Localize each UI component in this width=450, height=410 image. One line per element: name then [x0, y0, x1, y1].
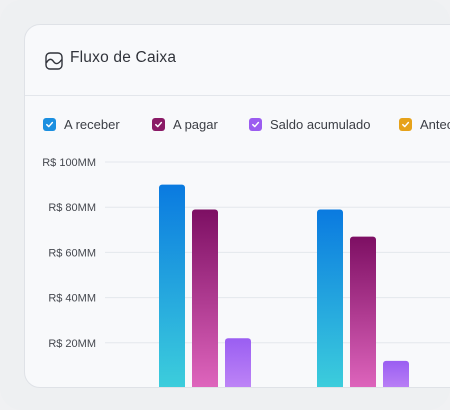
cash-flow-card: Fluxo de Caixa A receber A pagar Saldo a…: [24, 24, 450, 388]
legend-item-saldo-acumulado[interactable]: Saldo acumulado: [249, 114, 370, 134]
checkbox-checked-icon[interactable]: [249, 117, 262, 131]
legend-label: Antec: [420, 116, 450, 132]
bar-saldo-acumulado[interactable]: [383, 360, 409, 387]
y-tick-label: R$ 40MM: [48, 293, 96, 305]
bar-a-receber[interactable]: [317, 209, 343, 387]
legend-label: Saldo acumulado: [270, 116, 371, 132]
checkbox-checked-icon[interactable]: [152, 117, 165, 131]
checkbox-checked-icon[interactable]: [43, 117, 56, 131]
card-title: Fluxo de Caixa: [70, 49, 177, 66]
bar-a-pagar[interactable]: [192, 209, 218, 387]
card-header: Fluxo de Caixa: [25, 25, 450, 96]
bar-chart-svg: R$ 20MM R$ 40MM R$ 60MM R$ 80MM R$ 100MM: [42, 157, 450, 387]
legend-label: A receber: [64, 116, 120, 132]
y-tick-label: R$ 100MM: [42, 157, 96, 169]
legend-label: A pagar: [173, 116, 218, 132]
y-tick-label: R$ 20MM: [48, 338, 96, 350]
legend-item-a-receber[interactable]: A receber: [43, 114, 120, 134]
bar-chart: R$ 20MM R$ 40MM R$ 60MM R$ 80MM R$ 100MM: [25, 145, 450, 387]
chart-card-icon: [45, 52, 63, 70]
checkbox-checked-icon[interactable]: [399, 117, 412, 131]
bar-saldo-acumulado[interactable]: [225, 338, 251, 387]
y-tick-label: R$ 80MM: [48, 202, 96, 214]
legend-item-antec[interactable]: Antec: [399, 114, 450, 134]
bar-a-receber[interactable]: [159, 184, 185, 387]
y-tick-label: R$ 60MM: [48, 247, 96, 259]
legend-item-a-pagar[interactable]: A pagar: [152, 114, 218, 134]
bar-a-pagar[interactable]: [350, 236, 376, 387]
